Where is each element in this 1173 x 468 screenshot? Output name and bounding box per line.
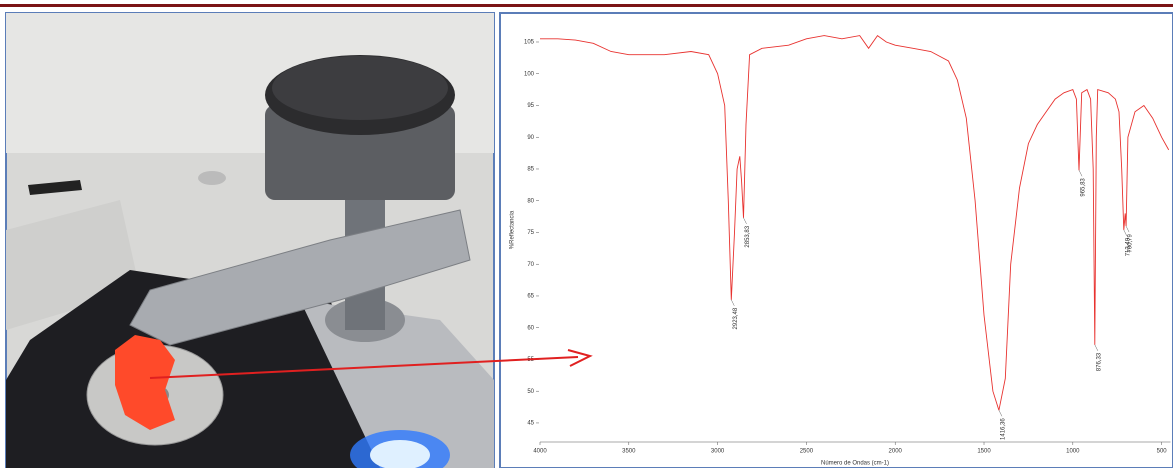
x-tick-label: 2000 — [889, 449, 903, 455]
x-tick-label: 500 — [1157, 449, 1168, 455]
y-axis-label: %Reflectancia — [510, 210, 516, 249]
y-tick-label: 105 — [524, 40, 535, 46]
x-tick-label: 4000 — [533, 449, 547, 455]
x-tick-label: 1000 — [1066, 449, 1080, 455]
y-tick-label: 100 — [524, 71, 535, 77]
peak-label: 2853,83 — [745, 225, 751, 247]
x-tick-label: 3000 — [711, 449, 725, 455]
x-tick-label: 3500 — [622, 449, 636, 455]
y-tick-label: 50 — [527, 389, 534, 395]
chart-panel — [500, 13, 1173, 468]
figure: %Reflectancia Número de Ondas (cm-1) 45 5… — [0, 0, 1173, 468]
y-tick-label: 90 — [527, 135, 534, 141]
peak-label: 876,33 — [1096, 352, 1102, 371]
y-tick-label: 95 — [527, 103, 534, 109]
y-tick-label: 65 — [527, 294, 534, 300]
y-tick-label: 75 — [527, 230, 534, 236]
y-tick-label: 60 — [527, 325, 534, 331]
y-tick-label: 80 — [527, 198, 534, 204]
peak-label: 2923,48 — [733, 307, 739, 329]
y-tick-label: 85 — [527, 167, 534, 173]
top-rule — [0, 4, 1173, 7]
x-tick-label: 2500 — [800, 449, 814, 455]
y-tick-label: 45 — [527, 421, 534, 427]
peak-label: 965,83 — [1081, 178, 1087, 197]
y-tick-label: 70 — [527, 262, 534, 268]
photo — [6, 13, 494, 468]
peak-label: 700,79 — [1128, 233, 1134, 252]
peak-label: 1416,36 — [1001, 418, 1007, 440]
x-tick-label: 1500 — [977, 449, 991, 455]
x-axis-label: Número de Ondas (cm-1) — [821, 461, 889, 467]
